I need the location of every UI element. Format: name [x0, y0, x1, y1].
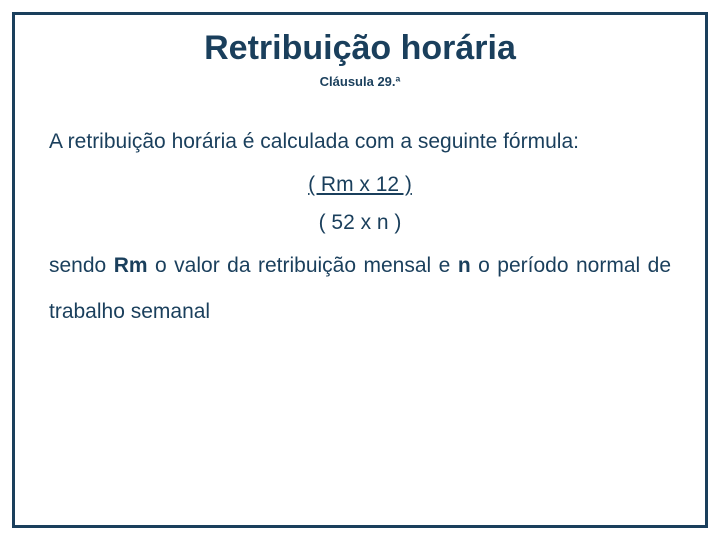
explain-n: n	[458, 254, 471, 277]
slide-frame: Retribuição horária Cláusula 29.ª A retr…	[0, 0, 720, 540]
clause-subtitle: Cláusula 29.ª	[49, 74, 671, 89]
explain-rm: Rm	[114, 254, 148, 277]
explain-mid: o valor da retribuição mensal e	[148, 254, 458, 277]
content-card: Retribuição horária Cláusula 29.ª A retr…	[12, 12, 708, 528]
explain-pre: sendo	[49, 254, 114, 277]
formula-denominator: ( 52 x n )	[49, 211, 671, 235]
formula: ( Rm x 12 ) ( 52 x n )	[49, 173, 671, 235]
explanation-text: sendo Rm o valor da retribuição mensal e…	[49, 243, 671, 335]
intro-text: A retribuição horária é calculada com a …	[49, 119, 671, 165]
page-title: Retribuição horária	[49, 29, 671, 68]
formula-numerator: ( Rm x 12 )	[308, 173, 412, 197]
